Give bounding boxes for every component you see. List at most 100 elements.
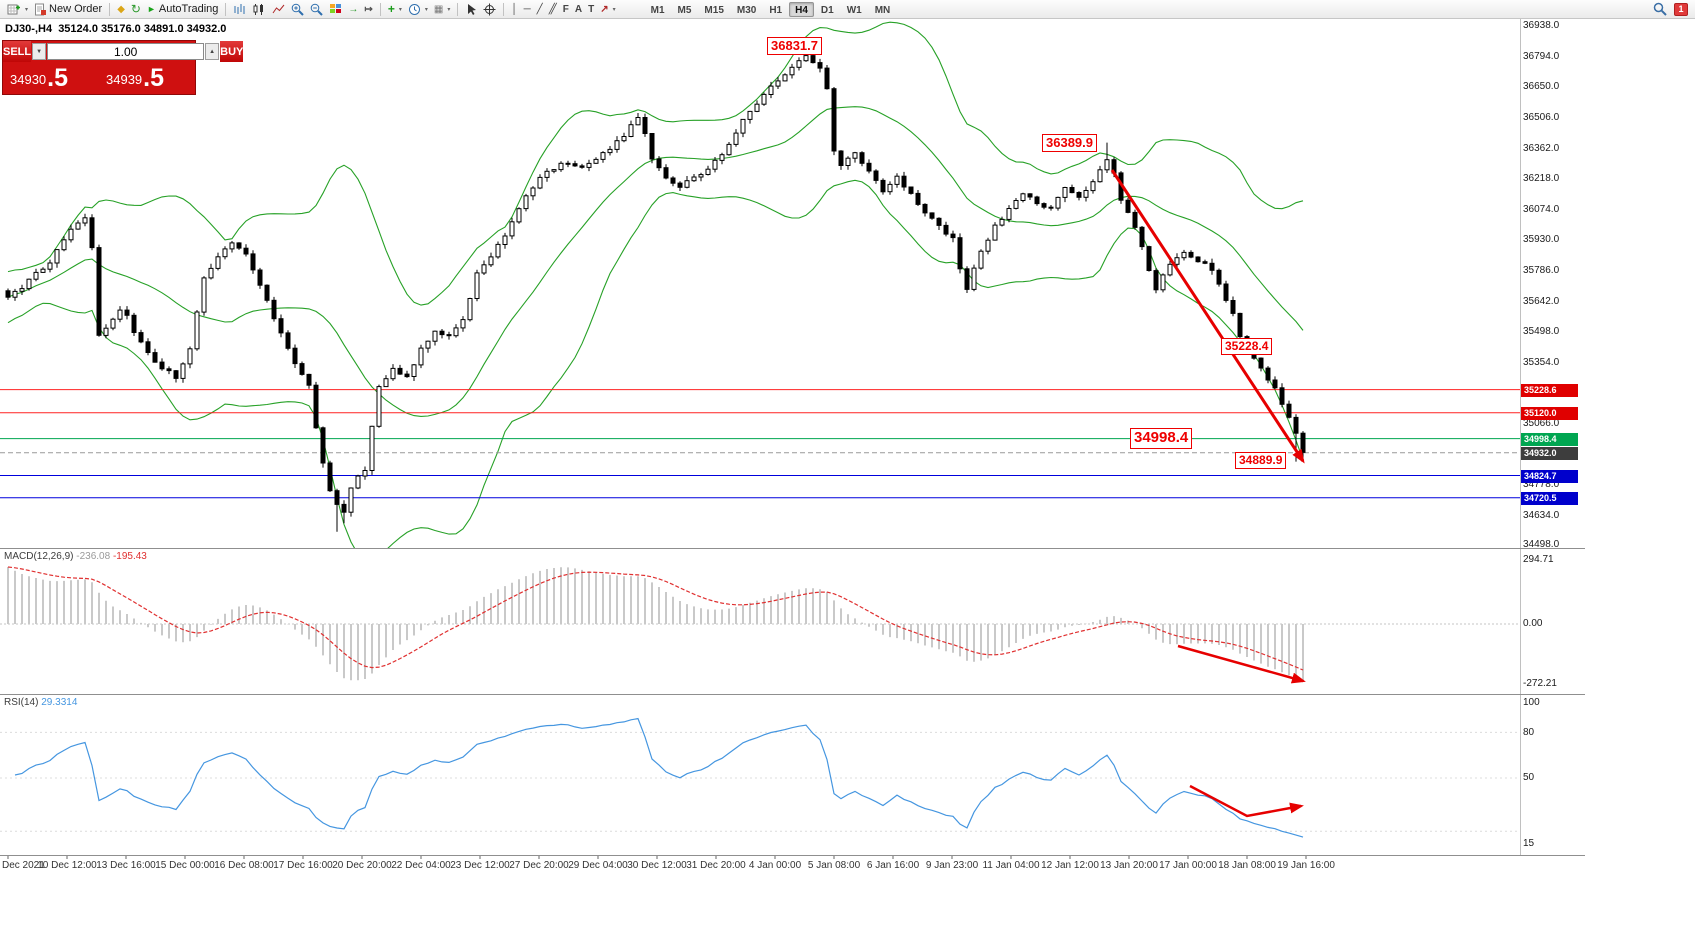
timeframe-group: M1 M5 M15 M30 H1 H4 D1 W1 MN <box>645 1 897 17</box>
one-click-trading-panel: SELL ▼ ▲ BUY 34930.5 34939.5 <box>3 41 244 94</box>
text-tool[interactable]: A <box>572 3 585 16</box>
autotrading-button[interactable]: ► AutoTrading <box>144 2 221 16</box>
buy-price-pips: .5 <box>143 64 165 92</box>
price-axis-label: 36074.0 <box>1523 204 1560 215</box>
new-chart-button[interactable]: ▾ <box>4 2 31 17</box>
time-axis-label: 20 Dec 20:00 <box>332 860 392 871</box>
new-order-icon <box>35 3 47 15</box>
time-axis-label: 9 Jan 23:00 <box>925 860 979 871</box>
toolbar-right-group: 1 <box>1653 2 1691 16</box>
timeframe-button-m1[interactable]: M1 <box>650 4 665 16</box>
indicators-button[interactable]: + ▾ <box>385 3 405 16</box>
time-axis-label: 13 Jan 20:00 <box>1100 860 1158 871</box>
sell-price[interactable]: 34930.5 <box>3 62 99 94</box>
channel-tool[interactable]: ╱╱ <box>546 3 560 16</box>
fibonacci-tool[interactable]: F <box>560 3 572 16</box>
time-axis-label: 4 Jan 00:00 <box>748 860 802 871</box>
timeframe-button-m15[interactable]: M15 <box>704 4 724 16</box>
sell-price-main: 34930 <box>10 72 47 87</box>
panel-separator[interactable] <box>0 694 1585 695</box>
price-callout[interactable]: 35228.4 <box>1221 338 1273 355</box>
metaeditor-button[interactable]: ◆ <box>114 3 128 16</box>
price-axis-label: 36938.0 <box>1523 20 1560 31</box>
label-tool[interactable]: T <box>585 3 597 16</box>
price-axis-label: 35930.0 <box>1523 234 1560 245</box>
buy-price[interactable]: 34939.5 <box>99 62 195 94</box>
macd-histogram <box>7 567 1304 682</box>
buy-button[interactable]: BUY <box>220 41 244 62</box>
crosshair-icon <box>483 3 496 15</box>
cursor-icon <box>468 3 477 15</box>
rsi-line <box>14 717 1304 838</box>
price-callout[interactable]: 36831.7 <box>767 37 822 56</box>
macd-signal-value: -195.43 <box>112 551 147 562</box>
chart-plot-area[interactable] <box>0 19 1520 548</box>
chart-shift-button[interactable]: ↦ <box>361 3 375 16</box>
alert-badge[interactable]: 1 <box>1674 2 1688 16</box>
timeframe-button-w1[interactable]: W1 <box>846 4 862 16</box>
time-axis-label: 31 Dec 20:00 <box>686 860 746 871</box>
candlestick-chart-button[interactable] <box>249 2 269 17</box>
macd-axis-label: 0.00 <box>1523 618 1543 629</box>
toolbar-separator <box>109 2 111 16</box>
chart-shift-icon: ↦ <box>364 3 373 15</box>
macd-panel <box>0 566 1520 682</box>
rsi-panel <box>0 717 1520 838</box>
chevron-down-icon: ▾ <box>424 6 428 13</box>
periods-button[interactable]: ▾ <box>405 2 431 17</box>
templates-button[interactable]: ▦ ▾ <box>431 3 453 16</box>
trend-arrow[interactable] <box>1177 644 1306 684</box>
timeframe-button-m30[interactable]: M30 <box>736 4 757 16</box>
volume-decrease-button[interactable]: ▼ <box>32 43 47 60</box>
price-callout[interactable]: 34889.9 <box>1235 452 1287 469</box>
time-axis-label: 18 Jan 08:00 <box>1218 860 1276 871</box>
rsi-axis-label: 15 <box>1523 838 1535 849</box>
timeframe-button-h4[interactable]: H4 <box>789 1 814 17</box>
price-axis-label: 36506.0 <box>1523 112 1560 123</box>
time-axis-label: 11 Jan 04:00 <box>982 860 1040 871</box>
volume-increase-button[interactable]: ▲ <box>205 43 220 60</box>
new-order-button[interactable]: New Order <box>31 2 105 17</box>
tile-windows-button[interactable] <box>326 2 345 16</box>
time-axis-label: 17 Jan 00:00 <box>1159 860 1217 871</box>
refresh-button[interactable]: ↻ <box>128 3 144 16</box>
macd-axis-label: -272.21 <box>1523 678 1557 689</box>
crosshair-button[interactable] <box>480 2 499 17</box>
label-icon: T <box>588 3 595 15</box>
new-chart-icon <box>7 4 20 14</box>
time-axis-label: 23 Dec 12:00 <box>450 860 510 871</box>
volume-input[interactable] <box>47 43 205 60</box>
chevron-down-icon: ▾ <box>25 6 29 13</box>
panel-separator[interactable] <box>0 548 1585 549</box>
price-callout[interactable]: 36389.9 <box>1042 134 1097 153</box>
price-axis-label: 35354.0 <box>1523 357 1560 368</box>
horizontal-line-tool[interactable]: ─ <box>521 3 534 16</box>
new-order-label: New Order <box>49 3 103 15</box>
timeframe-button-h1[interactable]: H1 <box>769 4 783 16</box>
time-axis-label: 22 Dec 04:00 <box>391 860 451 871</box>
cursor-button[interactable] <box>462 2 480 17</box>
zoom-out-button[interactable] <box>307 2 326 17</box>
arrows-tool[interactable]: ↗ ▾ <box>597 3 618 16</box>
line-chart-icon <box>273 4 285 14</box>
time-axis-label: 16 Dec 08:00 <box>214 860 274 871</box>
time-axis-label: 15 Dec 00:00 <box>155 860 215 871</box>
vertical-line-tool[interactable]: │ <box>508 3 520 16</box>
sell-button[interactable]: SELL <box>3 41 32 62</box>
trend-arrow[interactable] <box>1189 784 1304 818</box>
timeframe-button-mn[interactable]: MN <box>874 4 891 16</box>
auto-scroll-button[interactable]: → <box>345 3 361 16</box>
bar-chart-button[interactable] <box>230 2 249 16</box>
price-tag: 34998.4 <box>1521 433 1578 446</box>
line-chart-button[interactable] <box>269 2 288 16</box>
text-icon: A <box>574 3 583 15</box>
vertical-line-icon: │ <box>511 3 518 15</box>
chevron-down-icon: ▾ <box>612 6 616 13</box>
timeframe-button-m5[interactable]: M5 <box>677 4 692 16</box>
search-icon[interactable] <box>1653 2 1667 16</box>
price-callout[interactable]: 34998.4 <box>1130 428 1193 449</box>
timeframe-button-d1[interactable]: D1 <box>820 4 834 16</box>
trendline-tool[interactable]: ╱ <box>534 3 546 16</box>
zoom-in-button[interactable] <box>288 2 307 17</box>
price-axis-label: 34498.0 <box>1523 539 1560 550</box>
